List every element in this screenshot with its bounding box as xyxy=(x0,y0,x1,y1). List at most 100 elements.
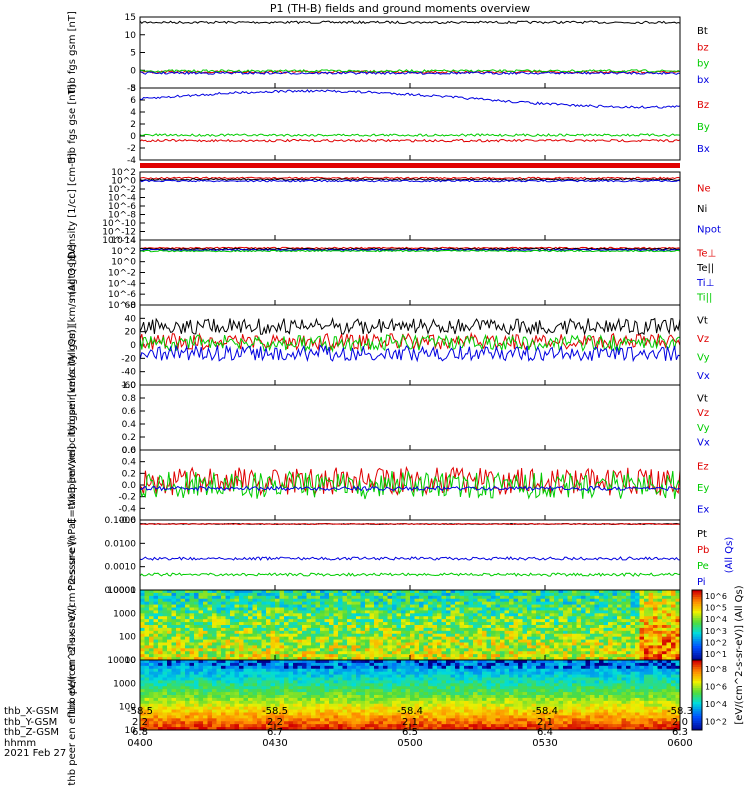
heatmap-cell xyxy=(176,636,181,641)
heatmap-cell xyxy=(635,622,640,626)
heatmap-cell xyxy=(279,627,285,632)
heatmap-cell xyxy=(554,598,559,603)
heatmap-cell xyxy=(248,648,253,652)
heatmap-cell xyxy=(284,616,289,620)
heatmap-cell xyxy=(158,677,163,681)
heatmap-cell xyxy=(603,668,609,673)
heatmap-cell xyxy=(180,645,186,649)
heatmap-cell xyxy=(477,674,483,678)
heatmap-cell xyxy=(473,674,478,678)
heatmap-cell xyxy=(153,654,159,658)
heatmap-cell xyxy=(549,689,555,693)
heatmap-cell xyxy=(158,592,163,597)
heatmap-cell xyxy=(432,683,438,687)
heatmap-cell xyxy=(149,651,154,655)
panel-e_field: E=-VxB [mV/m] 0.60.40.20.0-0.2-0.4-0.6EzE… xyxy=(67,446,709,526)
heatmap-cell xyxy=(270,645,276,649)
heatmap-cell xyxy=(644,595,649,600)
heatmap-cell xyxy=(630,639,636,643)
heatmap-cell xyxy=(441,604,447,608)
heatmap-cell xyxy=(383,689,388,693)
heatmap-cell xyxy=(450,680,456,684)
heatmap-cell xyxy=(378,674,384,678)
heatmap-cell xyxy=(585,601,591,606)
heatmap-cell xyxy=(302,622,307,626)
heatmap-cell xyxy=(248,689,253,693)
heatmap-cell xyxy=(194,651,199,655)
heatmap-cell xyxy=(342,654,348,658)
ytick-label: 10^0 xyxy=(111,177,136,187)
heatmap-cell xyxy=(567,686,573,690)
heatmap-cell xyxy=(293,695,298,699)
heatmap-cell xyxy=(626,700,631,705)
heatmap-cell xyxy=(275,651,280,655)
heatmap-cell xyxy=(378,619,384,623)
heatmap-cell xyxy=(495,592,501,597)
heatmap-cell xyxy=(441,683,447,687)
heatmap-cell xyxy=(491,601,496,606)
heatmap-cell xyxy=(248,622,253,626)
heatmap-cell xyxy=(621,692,627,696)
heatmap-cell xyxy=(230,610,235,614)
heatmap-cell xyxy=(401,607,406,611)
heatmap-cell xyxy=(513,689,519,693)
heatmap-cell xyxy=(387,619,393,623)
heatmap-cell xyxy=(239,595,244,600)
heatmap-cell xyxy=(144,627,150,632)
heatmap-cell xyxy=(545,657,550,661)
heatmap-cell xyxy=(396,671,402,676)
heatmap-cell xyxy=(293,697,298,702)
heatmap-cell xyxy=(653,595,658,600)
heatmap-cell xyxy=(270,613,276,617)
heatmap-cell xyxy=(167,595,172,600)
heatmap-cell xyxy=(180,595,186,600)
heatmap-cell xyxy=(423,610,429,614)
heatmap-cell xyxy=(297,601,303,606)
heatmap-cell xyxy=(279,692,285,696)
heatmap-cell xyxy=(189,598,195,603)
heatmap-cell xyxy=(405,630,411,635)
heatmap-cell xyxy=(356,657,361,661)
heatmap-cell xyxy=(162,604,168,608)
heatmap-cell xyxy=(549,639,555,643)
heatmap-cell xyxy=(428,622,433,626)
heatmap-cell xyxy=(212,645,217,649)
heatmap-cell xyxy=(261,689,267,693)
heatmap-cell xyxy=(234,610,240,614)
heatmap-cell xyxy=(414,671,420,676)
heatmap-cell xyxy=(239,697,244,702)
heatmap-cell xyxy=(392,657,397,661)
heatmap-cell xyxy=(374,695,379,699)
heatmap-cell xyxy=(140,592,145,597)
heatmap-cell xyxy=(540,630,546,635)
heatmap-cell xyxy=(279,610,285,614)
heatmap-cell xyxy=(572,654,577,658)
heatmap-cell xyxy=(612,601,618,606)
heatmap-cell xyxy=(662,630,667,635)
heatmap-cell xyxy=(576,616,582,620)
heatmap-cell xyxy=(144,689,150,693)
heatmap-cell xyxy=(315,697,321,702)
heatmap-cell xyxy=(414,595,420,600)
heatmap-cell xyxy=(495,613,501,617)
heatmap-cell xyxy=(225,697,231,702)
heatmap-cell xyxy=(221,590,226,594)
heatmap-cell xyxy=(423,683,429,687)
heatmap-cell xyxy=(464,700,469,705)
heatmap-cell xyxy=(239,627,244,632)
heatmap-cell xyxy=(248,697,253,702)
ytick-label: 10^-2 xyxy=(108,185,136,195)
heatmap-cell xyxy=(536,610,541,614)
heatmap-cell xyxy=(423,671,429,676)
heatmap-cell xyxy=(594,613,600,617)
heatmap-cell xyxy=(473,686,478,690)
legend-entry: Vx xyxy=(697,438,710,449)
heatmap-cell xyxy=(585,636,591,641)
heatmap-cell xyxy=(365,590,370,594)
heatmap-cell xyxy=(230,654,235,658)
heatmap-cell xyxy=(203,619,208,623)
heatmap-cell xyxy=(491,654,496,658)
heatmap-cell xyxy=(563,662,568,667)
heatmap-cell xyxy=(248,610,253,614)
heatmap-cell xyxy=(225,613,231,617)
